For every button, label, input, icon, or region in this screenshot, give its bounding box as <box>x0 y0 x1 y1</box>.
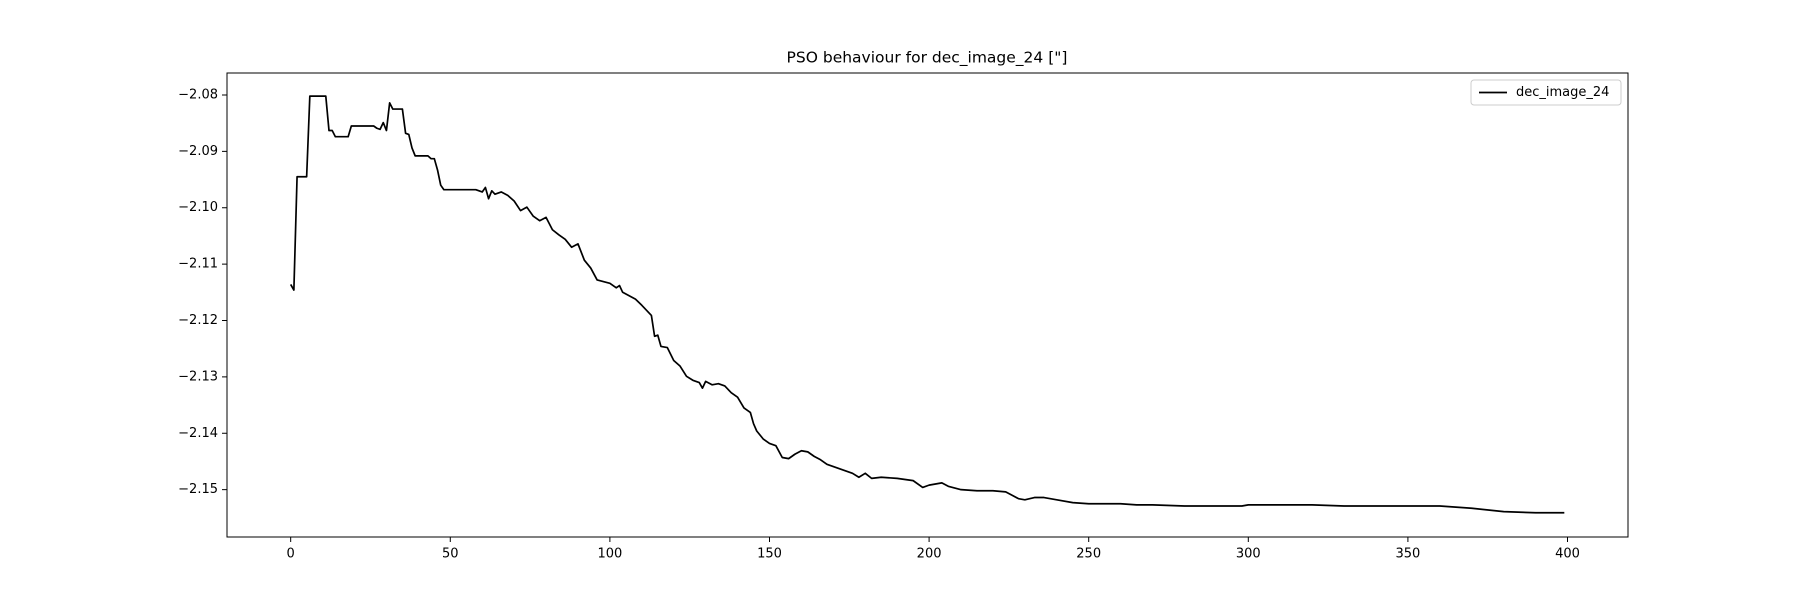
x-tick-label: 150 <box>757 547 782 562</box>
x-tick-label: 50 <box>442 547 459 562</box>
chart-title: PSO behaviour for dec_image_24 ["] <box>787 49 1068 68</box>
x-tick-label: 300 <box>1236 547 1261 562</box>
legend-label: dec_image_24 <box>1516 85 1609 100</box>
x-tick-label: 400 <box>1555 547 1580 562</box>
line-series <box>289 95 1565 514</box>
legend-box <box>1470 79 1622 106</box>
axes-frame <box>226 72 1629 538</box>
y-tick-label: −2.11 <box>178 257 218 272</box>
y-tick-label: −2.10 <box>178 200 218 215</box>
y-tick-label: −2.14 <box>178 426 218 441</box>
x-tick-label: 250 <box>1076 547 1101 562</box>
y-tick-label: −2.13 <box>178 369 218 384</box>
x-tick-label: 0 <box>287 547 295 562</box>
y-tick-label: −2.08 <box>178 87 218 102</box>
y-tick-label: −2.15 <box>178 482 218 497</box>
y-tick-label: −2.12 <box>178 313 218 328</box>
x-tick-label: 100 <box>597 547 622 562</box>
y-tick-label: −2.09 <box>178 144 218 159</box>
x-tick-label: 350 <box>1395 547 1420 562</box>
x-tick-label: 200 <box>917 547 942 562</box>
